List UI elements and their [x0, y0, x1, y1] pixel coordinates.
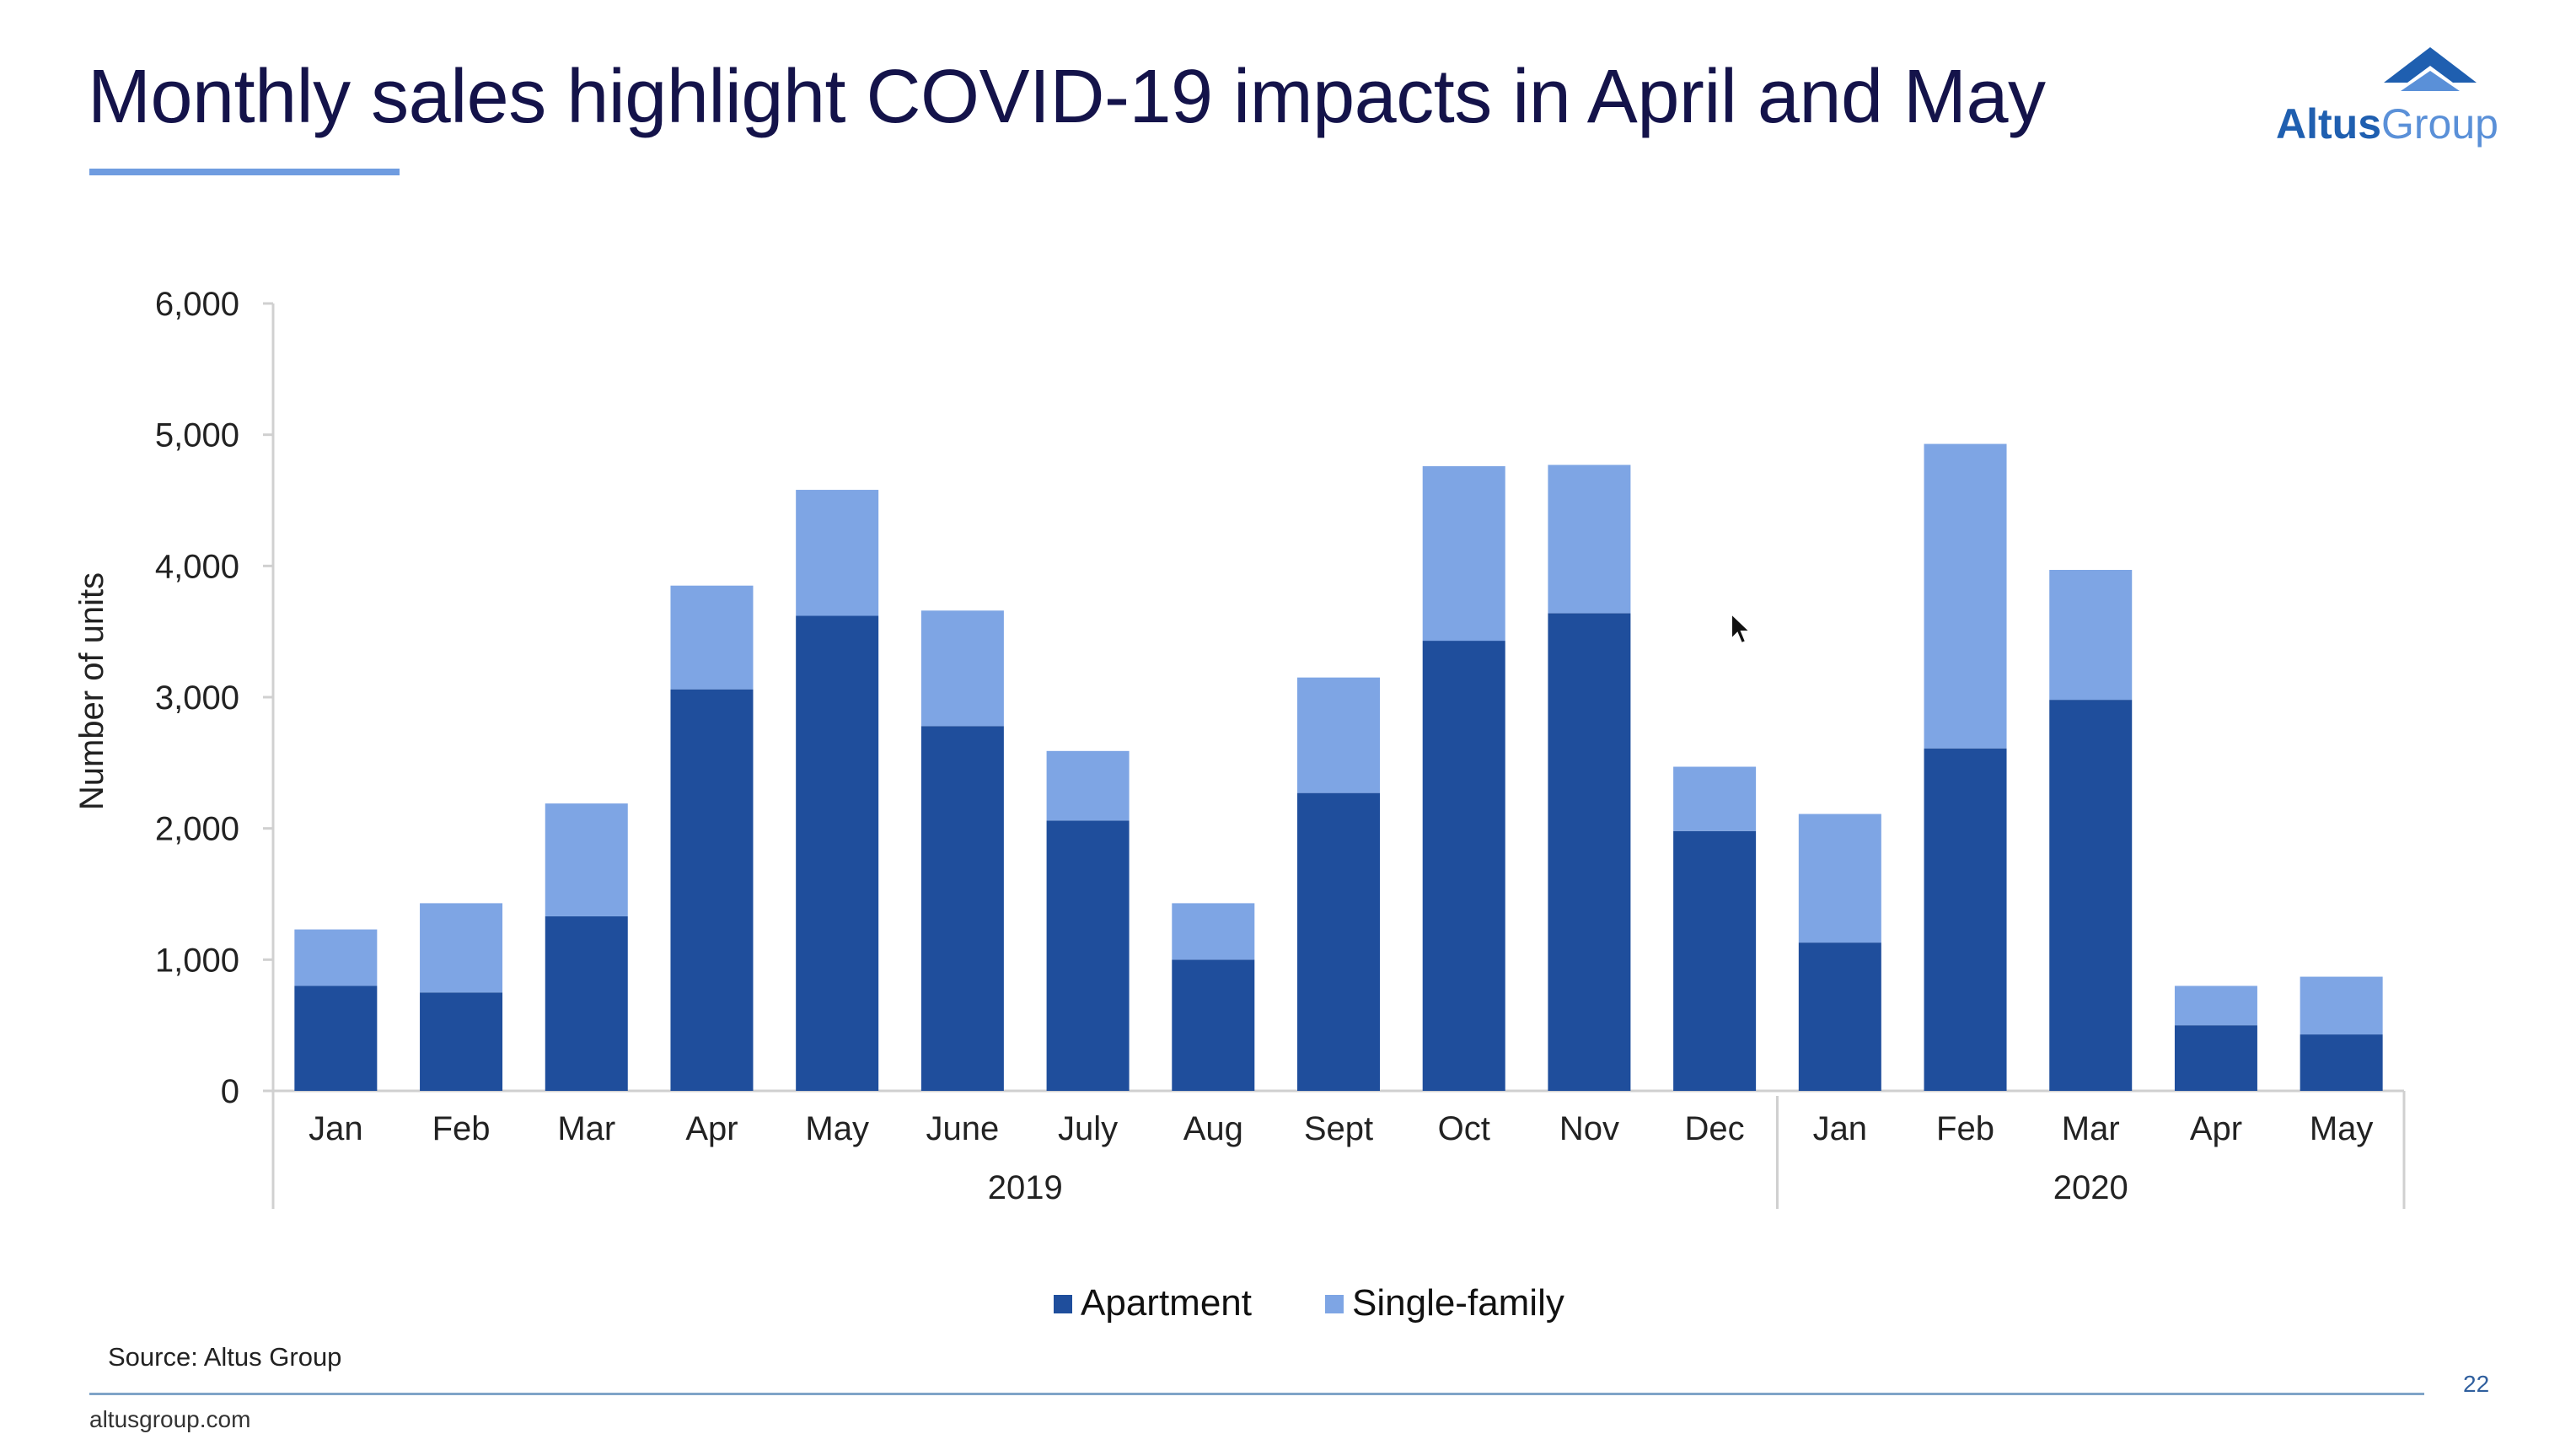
- y-tick-label: 5,000: [155, 417, 239, 454]
- legend-apartment-label: Apartment: [1081, 1282, 1252, 1324]
- bar-apartment: [1297, 792, 1380, 1091]
- bar-single-family: [1046, 750, 1130, 821]
- bar-single-family: [2300, 976, 2383, 1035]
- x-tick-label: Feb: [1936, 1110, 1994, 1147]
- y-tick-label: 1,000: [155, 942, 239, 979]
- bar-apartment: [1172, 959, 1255, 1091]
- x-tick-label: Apr: [2190, 1110, 2242, 1147]
- group-label: 2019: [988, 1169, 1063, 1206]
- stacked-bar-chart: 0 1,000 2,000 3,000 4,000 5,000 6,000 Number of…: [73, 286, 2406, 1324]
- x-tick-label: Jan: [309, 1110, 363, 1147]
- altus-group-mountain-icon: [2384, 47, 2477, 91]
- bar-single-family: [1924, 443, 2007, 749]
- bar-single-family: [2049, 570, 2133, 701]
- x-tick-label: June: [926, 1110, 1000, 1147]
- y-tick-label: 4,000: [155, 548, 239, 585]
- y-axis-title: Number of units: [73, 572, 110, 810]
- x-tick-label: May: [805, 1110, 869, 1147]
- bar-apartment: [1798, 943, 1881, 1091]
- x-tick-label: Mar: [557, 1110, 615, 1147]
- legend-single-family-label: Single-family: [1352, 1282, 1564, 1324]
- bar-single-family: [796, 490, 879, 616]
- bar-single-family: [1422, 466, 1505, 642]
- legend-apartment-swatch: [1054, 1295, 1072, 1313]
- bar-apartment: [2174, 1025, 2257, 1091]
- bar-apartment: [1548, 613, 1631, 1091]
- legend-single-family-swatch: [1325, 1295, 1344, 1313]
- mouse-cursor-icon: [1731, 612, 1752, 645]
- bar-single-family: [1548, 465, 1631, 614]
- x-tick-label: Sept: [1304, 1110, 1373, 1147]
- source-note: Source: Altus Group: [108, 1342, 342, 1372]
- bar-apartment: [920, 726, 1004, 1091]
- y-tick-label: 2,000: [155, 811, 239, 848]
- bar-single-family: [1172, 903, 1255, 960]
- y-tick-label: 6,000: [155, 286, 239, 323]
- bar-apartment: [294, 985, 378, 1091]
- bar-apartment: [545, 916, 628, 1091]
- bar-single-family: [1798, 814, 1881, 943]
- group-label: 2020: [2053, 1169, 2128, 1206]
- x-tick-label: July: [1058, 1110, 1118, 1147]
- bar-single-family: [920, 610, 1004, 727]
- bar-apartment: [1673, 830, 1757, 1091]
- bar-apartment: [1046, 820, 1130, 1091]
- bar-apartment: [420, 992, 503, 1091]
- bar-single-family: [670, 585, 754, 690]
- x-tick-label: Nov: [1559, 1110, 1619, 1147]
- slide-title: Monthly sales highlight COVID-19 impacts…: [88, 55, 2046, 139]
- y-tick-label: 3,000: [155, 679, 239, 717]
- x-tick-label: Jan: [1813, 1110, 1868, 1147]
- altus-group-logo: AltusGroup: [2276, 47, 2546, 157]
- bar-single-family: [294, 929, 378, 986]
- x-tick-label: Oct: [1438, 1110, 1490, 1147]
- bar-single-family: [1673, 766, 1757, 831]
- x-tick-label: Mar: [2062, 1110, 2120, 1147]
- logo-word-altus: Altus: [2276, 100, 2381, 148]
- x-tick-label: Apr: [685, 1110, 738, 1147]
- bar-apartment: [796, 615, 879, 1091]
- title-underline: [89, 169, 400, 175]
- footer-divider: [89, 1393, 2424, 1395]
- bar-single-family: [2174, 985, 2257, 1026]
- bar-apartment: [1422, 641, 1505, 1091]
- bar-apartment: [2300, 1034, 2383, 1091]
- bar-apartment: [1924, 748, 2007, 1091]
- logo-wordmark: AltusGroup: [2276, 99, 2498, 148]
- x-tick-label: May: [2310, 1110, 2374, 1147]
- y-tick-label: 0: [221, 1073, 239, 1110]
- x-tick-label: Dec: [1685, 1110, 1745, 1147]
- x-tick-label: Feb: [432, 1110, 491, 1147]
- page-number: 22: [2463, 1371, 2490, 1397]
- bar-apartment: [670, 689, 754, 1091]
- x-tick-label: Aug: [1183, 1110, 1243, 1147]
- logo-word-group: Group: [2381, 100, 2498, 148]
- bar-apartment: [2049, 700, 2133, 1091]
- footer-url: altusgroup.com: [89, 1406, 251, 1432]
- bar-single-family: [545, 803, 628, 916]
- bar-single-family: [420, 903, 503, 993]
- bar-single-family: [1297, 677, 1380, 793]
